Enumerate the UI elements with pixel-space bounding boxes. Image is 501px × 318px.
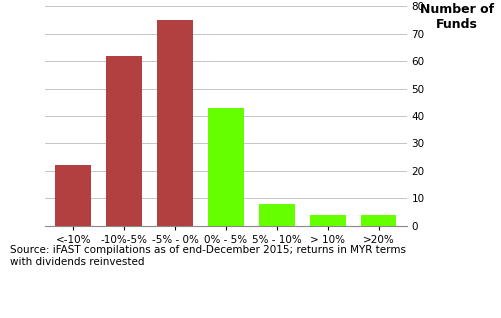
- Bar: [208, 108, 243, 226]
- Bar: [157, 20, 192, 226]
- Bar: [360, 215, 396, 226]
- Bar: [55, 165, 91, 226]
- Bar: [106, 56, 142, 226]
- Bar: [309, 215, 345, 226]
- Text: Number of
Funds: Number of Funds: [419, 3, 493, 31]
- Text: Source: iFAST compilations as of end-December 2015; returns in MYR terms
with di: Source: iFAST compilations as of end-Dec…: [10, 245, 405, 266]
- Bar: [259, 204, 294, 226]
- Text: iFAST: iFAST: [430, 266, 484, 284]
